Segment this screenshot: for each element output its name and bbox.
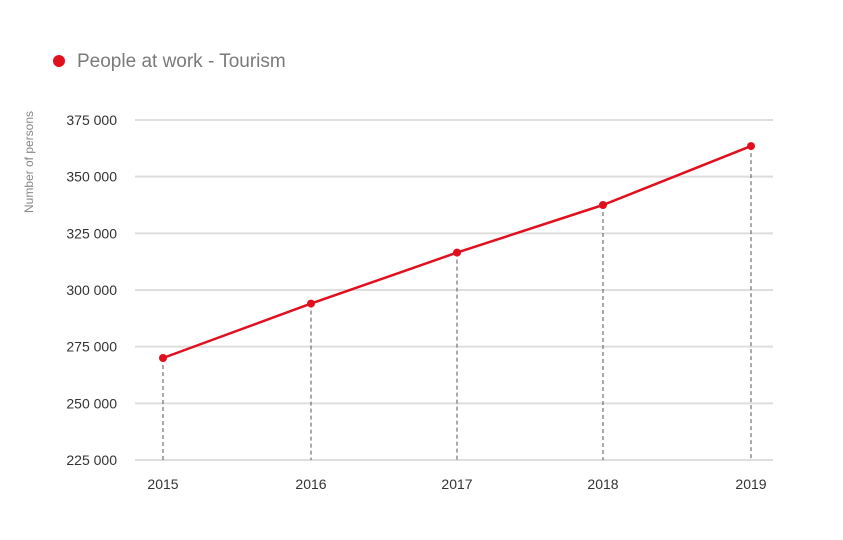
data-point <box>453 248 461 257</box>
data-point <box>159 354 167 362</box>
data-point <box>599 201 607 209</box>
y-tick-label: 325 000 <box>66 225 117 241</box>
x-tick-label: 2016 <box>295 476 326 492</box>
y-tick-label: 225 000 <box>66 452 117 468</box>
x-axis-ticks: 2015 2016 2017 2018 2019 <box>147 476 766 492</box>
grid <box>135 119 773 461</box>
x-tick-label: 2017 <box>441 476 472 492</box>
y-tick-label: 300 000 <box>66 282 117 298</box>
legend: People at work - Tourism <box>53 51 286 72</box>
y-tick-label: 350 000 <box>66 169 117 185</box>
x-tick-label: 2018 <box>587 476 618 492</box>
y-tick-label: 275 000 <box>66 339 117 355</box>
data-point <box>307 299 315 308</box>
x-tick-label: 2015 <box>147 476 178 492</box>
legend-marker-icon <box>53 55 65 67</box>
y-tick-label: 250 000 <box>66 395 117 411</box>
data-point <box>747 142 755 151</box>
y-tick-label: 375 000 <box>66 112 117 128</box>
x-tick-label: 2019 <box>735 476 766 492</box>
legend-label: People at work - Tourism <box>77 51 286 72</box>
y-axis-title: Number of persons <box>22 111 36 213</box>
y-axis-ticks: 225 000 250 000 275 000 300 000 325 000 350 0… <box>66 112 117 468</box>
series <box>159 142 755 362</box>
drop-lines <box>162 146 752 460</box>
